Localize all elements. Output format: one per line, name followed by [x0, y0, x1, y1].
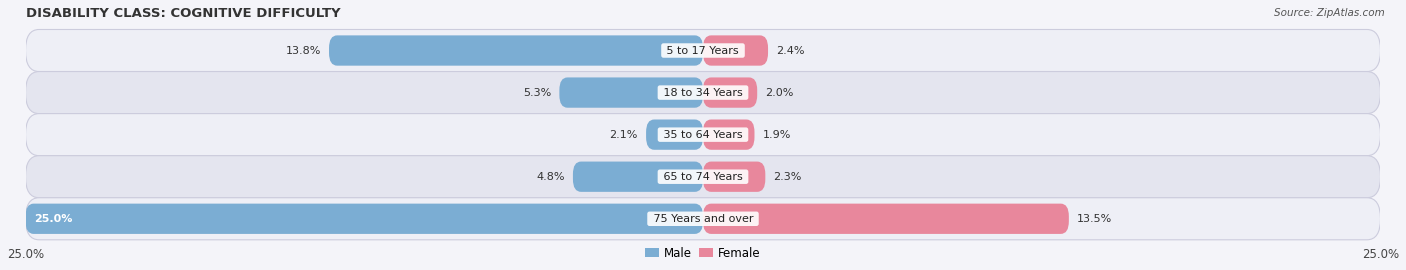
Text: 2.1%: 2.1%: [610, 130, 638, 140]
Text: 18 to 34 Years: 18 to 34 Years: [659, 87, 747, 97]
Legend: Male, Female: Male, Female: [641, 242, 765, 264]
Text: 5.3%: 5.3%: [523, 87, 551, 97]
FancyBboxPatch shape: [25, 29, 1381, 72]
Text: 13.5%: 13.5%: [1077, 214, 1112, 224]
FancyBboxPatch shape: [25, 198, 1381, 240]
FancyBboxPatch shape: [25, 114, 1381, 156]
Text: 13.8%: 13.8%: [285, 46, 321, 56]
FancyBboxPatch shape: [329, 35, 703, 66]
Text: 1.9%: 1.9%: [762, 130, 792, 140]
Text: 2.0%: 2.0%: [765, 87, 794, 97]
FancyBboxPatch shape: [572, 161, 703, 192]
FancyBboxPatch shape: [703, 77, 758, 108]
Text: DISABILITY CLASS: COGNITIVE DIFFICULTY: DISABILITY CLASS: COGNITIVE DIFFICULTY: [25, 7, 340, 20]
Text: 35 to 64 Years: 35 to 64 Years: [659, 130, 747, 140]
FancyBboxPatch shape: [703, 161, 765, 192]
FancyBboxPatch shape: [703, 120, 755, 150]
Text: 25.0%: 25.0%: [34, 214, 72, 224]
Text: 75 Years and over: 75 Years and over: [650, 214, 756, 224]
FancyBboxPatch shape: [25, 204, 703, 234]
Text: 2.4%: 2.4%: [776, 46, 804, 56]
Text: 5 to 17 Years: 5 to 17 Years: [664, 46, 742, 56]
Text: 4.8%: 4.8%: [536, 172, 565, 182]
Text: 2.3%: 2.3%: [773, 172, 801, 182]
FancyBboxPatch shape: [647, 120, 703, 150]
FancyBboxPatch shape: [25, 72, 1381, 114]
FancyBboxPatch shape: [25, 156, 1381, 198]
FancyBboxPatch shape: [703, 204, 1069, 234]
FancyBboxPatch shape: [560, 77, 703, 108]
Text: Source: ZipAtlas.com: Source: ZipAtlas.com: [1274, 8, 1385, 18]
Text: 65 to 74 Years: 65 to 74 Years: [659, 172, 747, 182]
FancyBboxPatch shape: [703, 35, 768, 66]
